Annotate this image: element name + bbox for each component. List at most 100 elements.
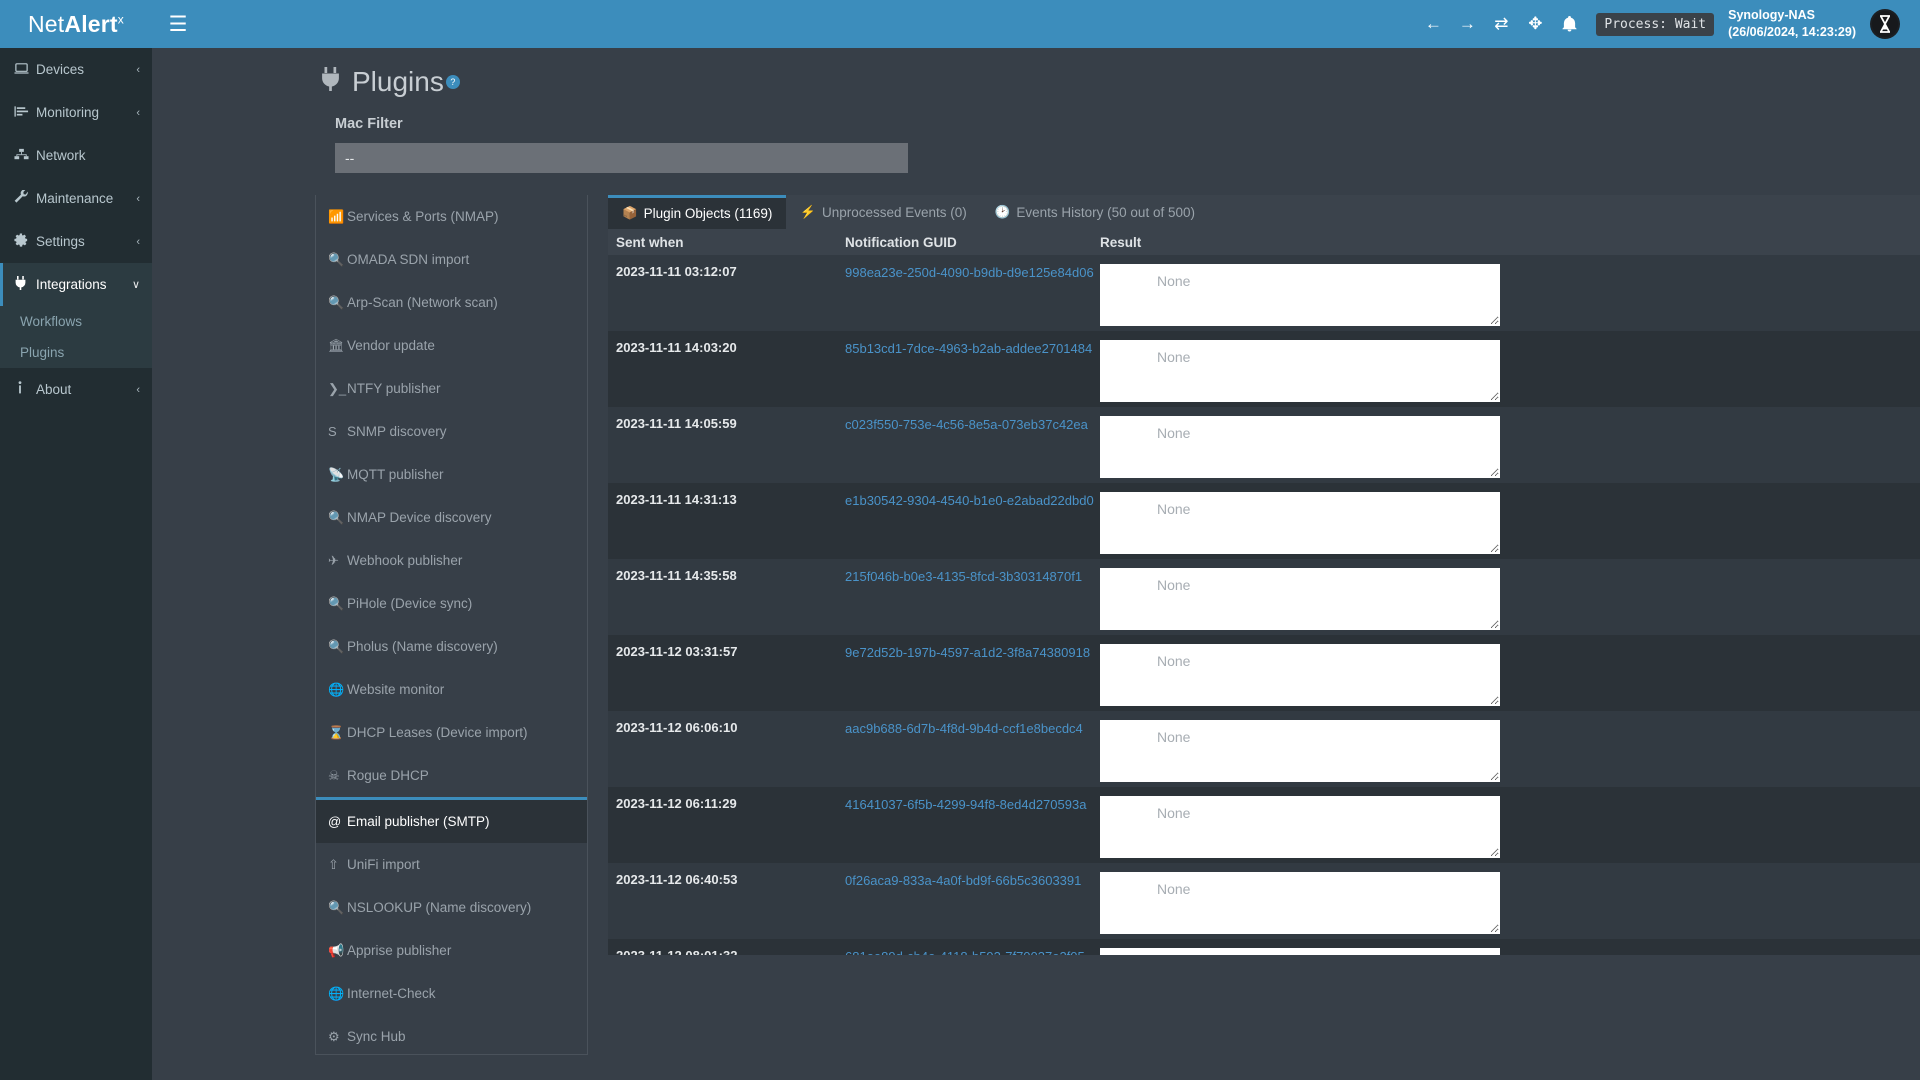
sidebar-item-maintenance-label: Maintenance: [36, 191, 114, 206]
hamburger-icon[interactable]: ☰: [168, 12, 188, 36]
guid-link[interactable]: 0f26aca9-833a-4a0f-bd9f-66b5c3603391: [845, 873, 1082, 888]
plugin-item-dhcp-leases[interactable]: ⌛ DHCP Leases (Device import): [316, 711, 587, 754]
globe-icon: 🌐: [328, 985, 345, 1001]
chevron-left-icon: ‹: [136, 192, 140, 205]
cell-sent-when: 2023-11-12 03:31:57: [616, 644, 738, 659]
guid-link[interactable]: 998ea23e-250d-4090-b9db-d9e125e84d06: [845, 265, 1094, 280]
sidebar-item-workflows[interactable]: Workflows: [20, 314, 83, 329]
refresh-icon[interactable]: ⇄: [1494, 14, 1509, 33]
mac-filter-group: Mac Filter: [152, 98, 1920, 173]
guid-link[interactable]: 681ee89d-cb4e-4118-b592-7f70037e2f05: [845, 949, 1085, 955]
plug-icon: [14, 276, 36, 293]
plugin-list: 📶 Services & Ports (NMAP) 🔍 OMADA SDN im…: [315, 195, 588, 1055]
help-icon[interactable]: ?: [445, 75, 460, 89]
table-row: 2023-11-11 14:03:20 85b13cd1-7dce-4963-b…: [608, 331, 1920, 407]
plugin-item-rogue-dhcp[interactable]: ☠ Rogue DHCP: [316, 754, 587, 797]
table-row: 2023-11-11 03:12:07 998ea23e-250d-4090-b…: [608, 255, 1920, 331]
plugin-item-apprise-publisher[interactable]: 📢 Apprise publisher: [316, 929, 587, 972]
sidebar-item-about[interactable]: About ‹: [0, 368, 152, 411]
result-textarea[interactable]: [1100, 644, 1500, 706]
result-textarea[interactable]: [1100, 872, 1500, 934]
cell-notification-guid: 0f26aca9-833a-4a0f-bd9f-66b5c3603391: [845, 872, 1100, 890]
sidebar-item-settings[interactable]: Settings ‹: [0, 220, 152, 263]
sidebar-item-maintenance[interactable]: Maintenance ‹: [0, 177, 152, 220]
sidebar-item-monitoring[interactable]: Monitoring ‹: [0, 91, 152, 134]
result-textarea[interactable]: [1100, 340, 1500, 402]
top-header-bar: NetAlertx ☰ ← → ⇄ ✥ Process: Wait Synolo…: [0, 0, 1920, 48]
result-textarea[interactable]: [1100, 720, 1500, 782]
forward-arrow-icon[interactable]: →: [1458, 14, 1476, 33]
result-textarea[interactable]: [1100, 568, 1500, 630]
app-logo[interactable]: NetAlertx: [0, 0, 152, 48]
cell-notification-guid: 681ee89d-cb4e-4118-b592-7f70037e2f05: [845, 948, 1100, 955]
plugin-item-vendor-update[interactable]: 🏛 Vendor update: [316, 324, 587, 367]
tab-events-history[interactable]: 🕑 Events History (50 out of 500): [981, 195, 1209, 229]
wrench-icon: [14, 189, 36, 207]
plugin-item-snmp-discovery[interactable]: S SNMP discovery: [316, 410, 587, 453]
plugin-item-pholus-name-discovery[interactable]: 🔍 Pholus (Name discovery): [316, 625, 587, 668]
cell-result: [1100, 264, 1920, 326]
plugin-item-label: PiHole (Device sync): [347, 596, 473, 611]
plugin-item-pihole-device-sync[interactable]: 🔍 PiHole (Device sync): [316, 582, 587, 625]
guid-link[interactable]: 41641037-6f5b-4299-94f8-8ed4d270593a: [845, 797, 1087, 812]
cell-sent-when: 2023-11-12 08:01:32: [608, 948, 845, 955]
result-textarea[interactable]: [1100, 416, 1500, 478]
column-header-result[interactable]: Result: [1100, 234, 1142, 250]
plugin-item-website-monitor[interactable]: 🌐 Website monitor: [316, 668, 587, 711]
tab-label: Unprocessed Events (0): [821, 204, 967, 220]
cell-notification-guid: 41641037-6f5b-4299-94f8-8ed4d270593a: [845, 796, 1100, 814]
plugin-item-nslookup-name-discovery[interactable]: 🔍 NSLOOKUP (Name discovery): [316, 886, 587, 929]
guid-link[interactable]: 215f046b-b0e3-4135-8fcd-3b30314870f1: [845, 569, 1083, 584]
tab-label: Events History (50 out of 500): [1016, 204, 1195, 220]
guid-link[interactable]: 85b13cd1-7dce-4963-b2ab-addee2701484: [845, 341, 1093, 356]
result-textarea[interactable]: [1100, 796, 1500, 858]
cell-result: [1100, 492, 1920, 554]
move-icon[interactable]: ✥: [1528, 14, 1543, 33]
mac-filter-input[interactable]: [335, 143, 908, 173]
plugin-item-mqtt-publisher[interactable]: 📡 MQTT publisher: [316, 453, 587, 496]
back-arrow-icon[interactable]: ←: [1424, 14, 1442, 33]
sidebar-item-network[interactable]: Network: [0, 134, 152, 177]
result-textarea[interactable]: [1100, 948, 1500, 955]
plugin-item-unifi-import[interactable]: ⇧ UniFi import: [316, 843, 587, 886]
result-textarea[interactable]: [1100, 264, 1500, 326]
sidebar-item-integrations[interactable]: Integrations ∨: [0, 263, 152, 306]
plugin-item-email-publisher-smtp[interactable]: @ Email publisher (SMTP): [316, 797, 587, 843]
plugin-item-arp-scan[interactable]: 🔍 Arp-Scan (Network scan): [316, 281, 587, 324]
column-header-sent-when[interactable]: Sent when: [616, 234, 684, 250]
cell-sent-when: 2023-11-12 06:11:29: [616, 796, 737, 811]
plugin-item-sync-hub[interactable]: ⚙ Sync Hub: [316, 1015, 587, 1054]
info-icon: [14, 381, 36, 398]
tab-label: Plugin Objects (1169): [643, 206, 773, 221]
guid-link[interactable]: 9e72d52b-197b-4597-a1d2-3f8a74380918: [845, 645, 1091, 660]
plugin-item-nmap-device-discovery[interactable]: 🔍 NMAP Device discovery: [316, 496, 587, 539]
result-textarea[interactable]: [1100, 492, 1500, 554]
plugin-item-services-ports-nmap[interactable]: 📶 Services & Ports (NMAP): [316, 195, 587, 238]
plugins-columns: 📶 Services & Ports (NMAP) 🔍 OMADA SDN im…: [152, 173, 1920, 1065]
guid-link[interactable]: e1b30542-9304-4540-b1e0-e2abad22dbd0: [845, 493, 1094, 508]
table-row: 2023-11-12 06:40:53 0f26aca9-833a-4a0f-b…: [608, 863, 1920, 939]
sidebar-item-devices[interactable]: Devices ‹: [0, 48, 152, 91]
table-row: 2023-11-11 14:35:58 215f046b-b0e3-4135-8…: [608, 559, 1920, 635]
plugin-item-ntfy-publisher[interactable]: ❯_ NTFY publisher: [316, 367, 587, 410]
page-title: Plugins: [352, 66, 444, 97]
avatar[interactable]: [1870, 9, 1900, 39]
column-header-notification-guid[interactable]: Notification GUID: [845, 234, 957, 250]
gear-icon: [14, 233, 36, 250]
bell-icon[interactable]: [1552, 0, 1586, 48]
search-icon: 🔍: [328, 595, 345, 611]
guid-link[interactable]: aac9b688-6d7b-4f8d-9b4d-ccf1e8becdc4: [845, 721, 1083, 736]
cell-notification-guid: 998ea23e-250d-4090-b9db-d9e125e84d06: [845, 264, 1100, 282]
cell-notification-guid: e1b30542-9304-4540-b1e0-e2abad22dbd0: [845, 492, 1100, 510]
tab-plugin-objects[interactable]: 📦 Plugin Objects (1169): [608, 195, 787, 229]
tab-unprocessed-events[interactable]: ⚡ Unprocessed Events (0): [786, 195, 980, 229]
plugin-item-webhook-publisher[interactable]: ✈ Webhook publisher: [316, 539, 587, 582]
table-row: 2023-11-12 06:06:10 aac9b688-6d7b-4f8d-9…: [608, 711, 1920, 787]
plugin-item-omada-sdn-import[interactable]: 🔍 OMADA SDN import: [316, 238, 587, 281]
terminal-icon: ❯_: [328, 380, 347, 396]
mac-filter-label: Mac Filter: [335, 116, 403, 132]
sidebar-item-plugins[interactable]: Plugins: [20, 345, 65, 360]
plugin-item-internet-check[interactable]: 🌐 Internet-Check: [316, 972, 587, 1015]
guid-link[interactable]: c023f550-753e-4c56-8e5a-073eb37c42ea: [845, 417, 1088, 432]
cell-notification-guid: aac9b688-6d7b-4f8d-9b4d-ccf1e8becdc4: [845, 720, 1100, 738]
